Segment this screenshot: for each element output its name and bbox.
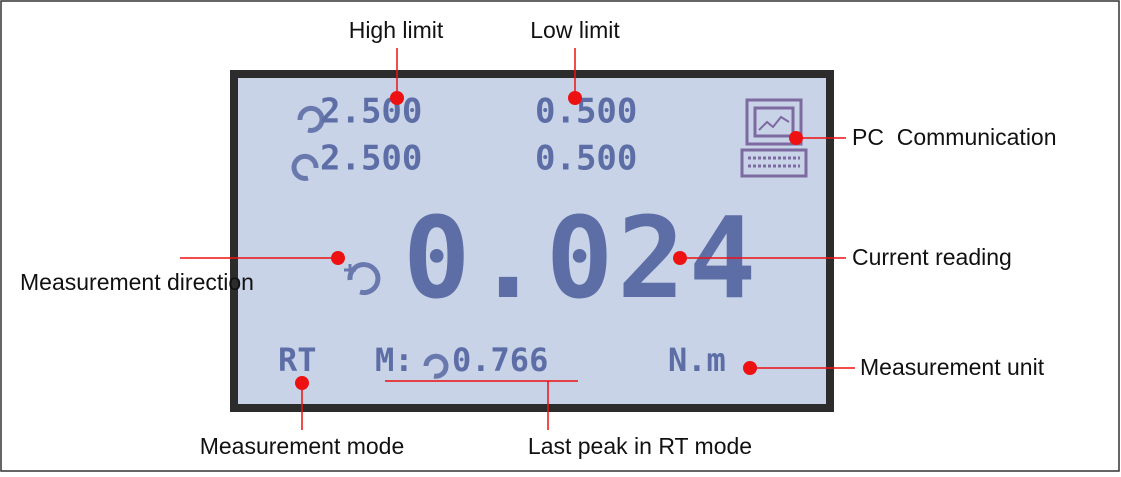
label: Measurement mode [200,433,405,459]
mode: RT [278,341,317,379]
label: High limit [349,17,444,43]
label: Measurement unit [860,354,1045,380]
low-limit-ccw: 0.500 [535,139,637,179]
label: Measurement direction [20,269,254,295]
label: Current reading [852,244,1012,270]
label: PC Communication [852,124,1057,150]
diagram: 2.500 0.500 2.500 0.500 0.024 RT M: 0.76… [0,0,1121,472]
peak-prefix: M: [375,341,414,379]
high-limit-cw: 2.500 [320,92,422,132]
unit: N.m [668,341,726,379]
low-limit-cw: 0.500 [535,92,637,132]
label: Low limit [530,17,620,43]
current-reading: 0.024 [403,194,760,324]
label: Last peak in RT mode [528,433,752,459]
peak: 0.766 [452,341,548,379]
high-limit-ccw: 2.500 [320,139,422,179]
